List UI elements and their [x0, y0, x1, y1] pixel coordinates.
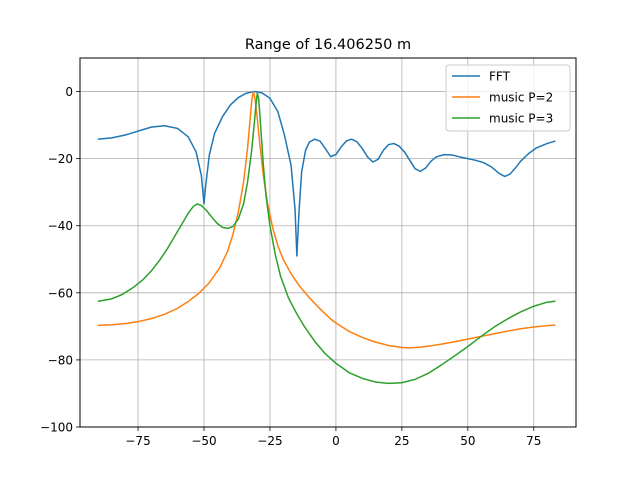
series-line-2 [97, 92, 556, 385]
x-tick-label: 0 [332, 434, 340, 448]
chart-title: Range of 16.406250 m [245, 37, 411, 53]
legend-label: FFT [489, 70, 511, 84]
y-tick-label: −60 [48, 286, 73, 300]
legend-label: music P=3 [489, 112, 553, 126]
legend-label: music P=2 [489, 91, 553, 105]
legend-box [445, 64, 571, 132]
series-line-1 [97, 90, 556, 349]
grid [80, 58, 576, 428]
y-tick-label: −20 [48, 152, 73, 166]
x-tick-label: −50 [191, 434, 216, 448]
y-tick-label: 0 [65, 85, 73, 99]
x-tick-label: 25 [394, 434, 409, 448]
plot-lines [97, 90, 556, 385]
legend: FFT music P=2 music P=3 [445, 64, 571, 132]
series-line-0 [97, 90, 556, 257]
axis-ticks: −75 −50 −25 0 25 50 75 0 −20 −40 −60 −80 −100 [40, 85, 541, 448]
y-tick-label: −80 [48, 353, 73, 367]
x-tick-label: 75 [526, 434, 541, 448]
x-tick-label: 50 [460, 434, 475, 448]
axes-frame [79, 57, 577, 428]
y-tick-label: −40 [48, 219, 73, 233]
y-tick-label: −100 [40, 421, 73, 435]
x-tick-label: −75 [125, 434, 150, 448]
x-tick-label: −25 [257, 434, 282, 448]
